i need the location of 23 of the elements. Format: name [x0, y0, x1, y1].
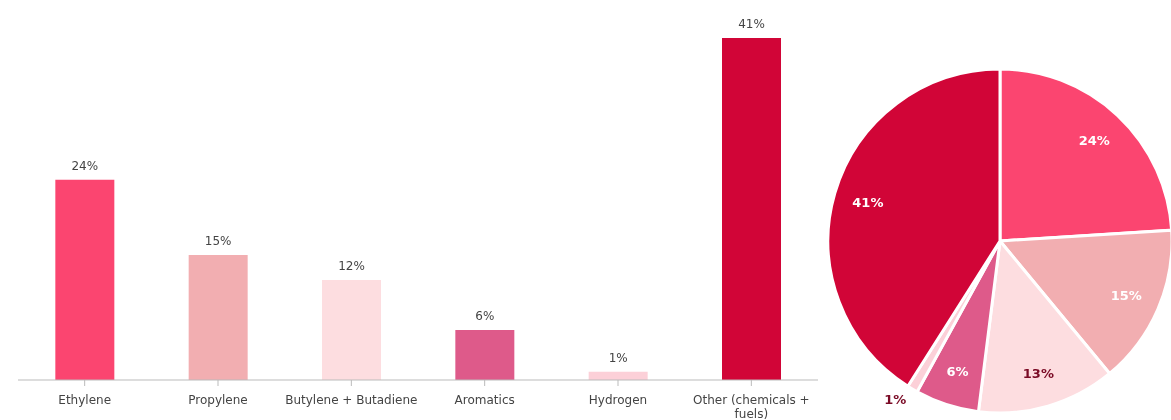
data-label: 1%	[608, 350, 628, 365]
data-label: 41%	[852, 195, 884, 211]
data-label: 12%	[338, 258, 365, 273]
bar	[322, 279, 381, 380]
data-label: 6%	[946, 364, 969, 380]
data-label: 6%	[475, 308, 495, 323]
bar	[188, 254, 248, 380]
x-tick-label: Butylene + Butadiene	[285, 393, 418, 407]
data-label: 15%	[1110, 288, 1142, 304]
data-label: 1%	[884, 391, 907, 407]
data-label: 41%	[738, 17, 765, 31]
data-label: 24%	[71, 158, 99, 173]
x-tick-label: Aromatics	[454, 393, 515, 407]
x-tick-label: Other (chemicals + fuels)	[693, 393, 810, 420]
data-label: 15%	[204, 233, 232, 248]
data-label: 24%	[1078, 133, 1110, 149]
bar	[455, 329, 515, 380]
bar	[722, 38, 781, 380]
data-label: 13%	[1022, 365, 1054, 381]
x-tick-label: Hydrogen	[588, 393, 648, 407]
bar	[55, 179, 115, 380]
x-tick-label: Propylene	[188, 393, 248, 407]
x-tick-label: Ethylene	[58, 393, 112, 407]
